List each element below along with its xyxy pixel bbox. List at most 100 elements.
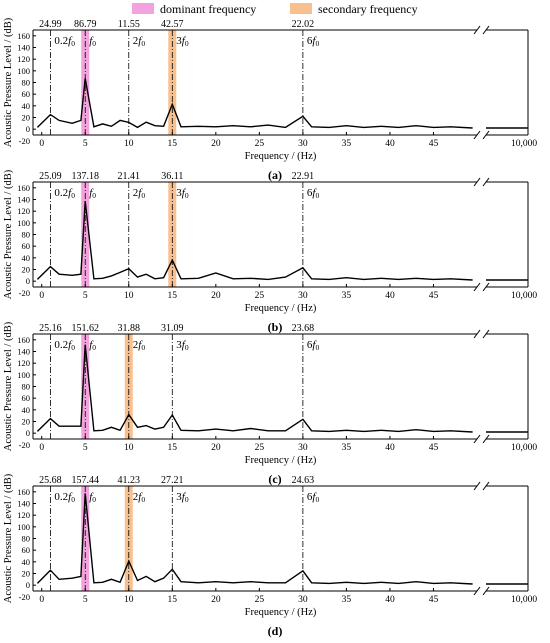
- x-tick-label: 15: [168, 443, 178, 453]
- peak-value-label: 24.99: [39, 19, 62, 30]
- y-tick-label: 0: [26, 580, 30, 590]
- x-tick-label: 5: [83, 443, 88, 453]
- x-tick-label: 30: [298, 595, 308, 605]
- harmonic-label: 3f0: [176, 339, 189, 352]
- x-tick-label: 15: [168, 291, 178, 301]
- y-tick-label: -20: [19, 288, 30, 298]
- harmonic-label: f0: [89, 187, 96, 200]
- axis-break-mark: [482, 177, 490, 187]
- x-tick-label: 45: [429, 139, 439, 149]
- x-axis-label: Frequency / (Hz): [245, 607, 317, 618]
- panel-label: (a): [268, 168, 282, 182]
- peak-value-label: 157.44: [71, 475, 99, 486]
- x-tick-label: 10: [124, 443, 134, 453]
- x-tick-label: 10: [124, 139, 134, 149]
- y-tick-label: 0: [26, 124, 30, 134]
- x-tick-label: 40: [385, 291, 395, 301]
- peak-value-label: 137.18: [71, 171, 99, 182]
- harmonic-label: f0: [89, 339, 96, 352]
- axis-break-mark: [473, 282, 481, 292]
- peak-value-label: 22.91: [292, 171, 315, 182]
- harmonic-label: 2f0: [133, 339, 146, 352]
- y-axis-label: Acoustic Pressure Level / (dB): [3, 17, 14, 147]
- y-tick-label: 40: [22, 101, 31, 111]
- y-tick-label: 60: [22, 89, 31, 99]
- x-tick-label: 40: [385, 139, 395, 149]
- y-tick-label: 20: [22, 569, 31, 579]
- axis-break-mark: [473, 130, 481, 140]
- y-tick-label: 60: [22, 393, 31, 403]
- y-tick-label: 40: [22, 557, 31, 567]
- x-tick-label: 20: [211, 291, 221, 301]
- x-tick-label: 0: [39, 139, 44, 149]
- y-tick-label: 160: [17, 183, 30, 193]
- harmonic-label: 0.2f0: [54, 35, 75, 48]
- x-tick-label: 15: [168, 139, 178, 149]
- y-tick-label: 80: [22, 230, 31, 240]
- axis-break-mark: [482, 481, 490, 491]
- axis-break-mark: [473, 25, 481, 35]
- harmonic-label: 6f0: [307, 187, 320, 200]
- y-tick-label: 80: [22, 534, 31, 544]
- x-axis-label: Frequency / (Hz): [245, 455, 317, 466]
- axis-break-mark: [473, 481, 481, 491]
- y-axis-label: Acoustic Pressure Level / (dB): [3, 473, 14, 603]
- x-tick-label: 25: [255, 443, 265, 453]
- x-tick-label: 40: [385, 443, 395, 453]
- y-tick-label: 120: [17, 358, 30, 368]
- x-axis-label: Frequency / (Hz): [245, 151, 317, 162]
- y-tick-label: 40: [22, 253, 31, 263]
- peak-value-label: 22.02: [292, 19, 315, 30]
- y-tick-label: 120: [17, 54, 30, 64]
- y-tick-label: 100: [17, 522, 30, 532]
- harmonic-label: 2f0: [133, 35, 146, 48]
- y-tick-label: -20: [19, 136, 30, 146]
- x-tick-label-end: 10,000: [511, 595, 537, 605]
- peak-value-label: 86.79: [74, 19, 97, 30]
- spectrum-line: [36, 344, 473, 433]
- x-tick-label: 45: [429, 443, 439, 453]
- axis-break-mark: [473, 434, 481, 444]
- peak-value-label: 23.68: [292, 323, 315, 334]
- legend-secondary-swatch: [290, 3, 312, 14]
- axis-break-mark: [482, 586, 490, 596]
- peak-value-label: 151.62: [71, 323, 99, 334]
- harmonic-label: 2f0: [133, 187, 146, 200]
- y-tick-label: 160: [17, 335, 30, 345]
- harmonic-label: f0: [89, 35, 96, 48]
- x-tick-label-end: 10,000: [511, 139, 537, 149]
- y-tick-label: 40: [22, 405, 31, 415]
- y-tick-label: 120: [17, 206, 30, 216]
- x-tick-label: 35: [342, 443, 352, 453]
- x-axis-label: Frequency / (Hz): [245, 303, 317, 314]
- harmonic-label: f0: [89, 491, 96, 504]
- y-tick-label: 140: [17, 347, 30, 357]
- harmonic-label: 6f0: [307, 339, 320, 352]
- peak-value-label: 25.09: [39, 171, 62, 182]
- axis-break-mark: [473, 177, 481, 187]
- legend-dominant-label: dominant frequency: [160, 2, 256, 16]
- y-tick-label: 100: [17, 66, 30, 76]
- y-axis-label: Acoustic Pressure Level / (dB): [3, 169, 14, 299]
- peak-value-label: 25.16: [39, 323, 62, 334]
- y-tick-label: 100: [17, 218, 30, 228]
- y-tick-label: 80: [22, 78, 31, 88]
- peak-value-label: 31.88: [118, 323, 141, 334]
- x-tick-label: 5: [83, 291, 88, 301]
- peak-value-label: 21.41: [118, 171, 141, 182]
- peak-value-label: 27.21: [161, 475, 184, 486]
- y-tick-label: -20: [19, 592, 30, 602]
- x-tick-label: 35: [342, 139, 352, 149]
- x-tick-label: 10: [124, 291, 134, 301]
- peak-value-label: 41.23: [118, 475, 141, 486]
- y-tick-label: 80: [22, 382, 31, 392]
- y-tick-label: 60: [22, 241, 31, 251]
- y-tick-label: 20: [22, 113, 31, 123]
- x-tick-label: 40: [385, 595, 395, 605]
- y-tick-label: 140: [17, 499, 30, 509]
- y-tick-label: 100: [17, 370, 30, 380]
